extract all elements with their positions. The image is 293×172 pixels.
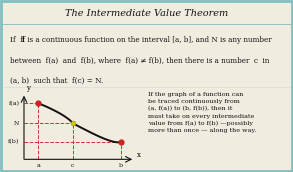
Text: a: a	[37, 163, 40, 168]
Text: (a, b)  such that  f(c) = N.: (a, b) such that f(c) = N.	[10, 77, 103, 85]
Text: between  f(a)  and  f(b), where  f(a) ≠ f(b), then there is a number  c  in: between f(a) and f(b), where f(a) ≠ f(b)…	[10, 56, 269, 64]
Text: b: b	[119, 163, 123, 168]
Text: The Intermediate Value Theorem: The Intermediate Value Theorem	[65, 9, 228, 18]
Text: N: N	[14, 121, 20, 126]
Text: If the graph of a function can
be traced continuously from
(a, f(a)) to (b, f(b): If the graph of a function can be traced…	[148, 92, 256, 133]
Text: f: f	[21, 36, 25, 44]
Text: x: x	[137, 151, 141, 159]
Text: If  f  is a continuous function on the interval [a, b], and N is any number: If f is a continuous function on the int…	[10, 36, 271, 44]
Text: c: c	[71, 163, 75, 168]
Text: f(a): f(a)	[8, 101, 20, 106]
Text: f(b): f(b)	[8, 139, 20, 145]
Text: y: y	[26, 84, 30, 92]
